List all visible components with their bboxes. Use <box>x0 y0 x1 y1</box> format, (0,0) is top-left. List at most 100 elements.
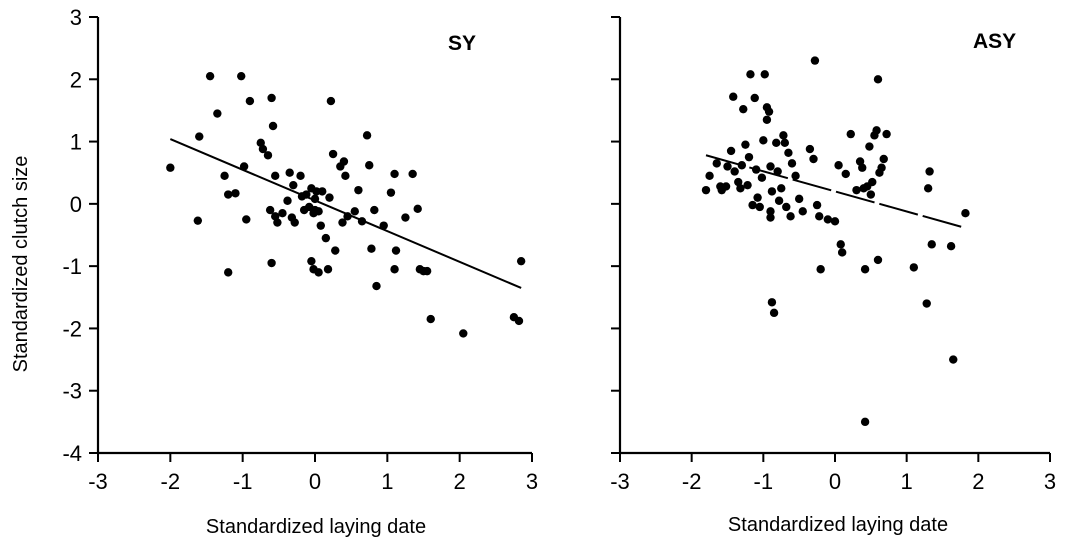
panel-sy: Standardized clutch size SY Standardized… <box>10 5 538 538</box>
data-point <box>923 184 933 193</box>
data-point <box>290 218 299 227</box>
data-point <box>751 165 761 174</box>
data-point <box>224 268 233 277</box>
data-point <box>341 171 350 181</box>
data-point <box>314 268 323 277</box>
data-point <box>310 194 320 204</box>
data-point <box>239 162 249 171</box>
x-tick-label: -2 <box>682 469 702 494</box>
data-point <box>739 104 748 114</box>
data-point <box>271 171 280 181</box>
data-point <box>782 202 791 212</box>
data-point <box>841 169 850 179</box>
y-tick-label: 1 <box>70 130 82 155</box>
data-point <box>712 159 721 168</box>
axes: -3 -2 -1 0 1 2 3 <box>610 16 1056 494</box>
x-tick-label: 3 <box>526 469 538 494</box>
x-tick-label: -3 <box>88 469 108 494</box>
data-point <box>245 96 255 106</box>
data-point <box>858 163 867 172</box>
data-point <box>791 171 800 181</box>
panel-label-sy: SY <box>448 32 476 55</box>
data-point <box>267 93 276 103</box>
data-point <box>769 308 779 318</box>
data-point <box>786 212 795 221</box>
data-point <box>757 173 767 182</box>
data-point <box>787 159 797 168</box>
data-point <box>362 131 372 140</box>
data-point <box>766 162 775 171</box>
data-point <box>784 148 793 157</box>
data-point <box>744 152 754 162</box>
data-point <box>267 258 276 268</box>
data-point <box>459 329 468 338</box>
data-point <box>408 169 417 179</box>
data-point <box>873 255 883 265</box>
data-point <box>514 316 524 326</box>
data-point <box>860 417 870 427</box>
y-tick-label: 0 <box>70 192 82 217</box>
data-point <box>516 256 526 266</box>
data-point <box>354 185 363 195</box>
y-tick-label: -2 <box>62 316 82 341</box>
data-point <box>205 71 215 81</box>
data-point <box>837 248 847 257</box>
y-tick-label: -1 <box>62 254 82 279</box>
data-point <box>220 171 229 181</box>
data-point <box>846 129 855 139</box>
data-point <box>328 149 338 159</box>
data-point <box>278 209 287 218</box>
data-point <box>805 144 815 154</box>
data-point <box>737 161 747 170</box>
x-tick-label: -1 <box>233 469 253 494</box>
data-point <box>865 142 874 151</box>
data-point <box>265 205 275 215</box>
data-points <box>166 71 526 338</box>
data-point <box>879 154 888 164</box>
data-point <box>289 180 298 190</box>
data-point <box>741 140 750 149</box>
data-point <box>268 121 278 131</box>
data-point <box>318 187 327 196</box>
data-point <box>701 185 711 195</box>
data-point <box>343 212 352 221</box>
data-point <box>723 162 732 171</box>
panel-label-asy: ASY <box>973 30 1016 53</box>
data-point <box>868 177 877 187</box>
data-point <box>836 240 845 249</box>
data-point <box>830 217 840 226</box>
data-point <box>812 200 822 210</box>
data-point <box>401 213 410 222</box>
data-point <box>296 171 305 181</box>
data-point <box>321 233 331 243</box>
data-point <box>760 70 769 79</box>
data-point <box>873 75 883 84</box>
data-point <box>422 266 432 276</box>
data-point <box>193 216 203 225</box>
data-point <box>237 71 246 81</box>
data-point <box>922 299 931 308</box>
data-point <box>323 265 333 274</box>
x-axis-title-asy: Standardized laying date <box>728 514 948 536</box>
data-point <box>307 256 316 266</box>
data-point <box>273 218 282 227</box>
data-point <box>779 131 788 140</box>
data-point <box>759 136 768 145</box>
data-point <box>302 190 311 199</box>
y-tick-label: -4 <box>62 441 82 466</box>
data-point <box>877 163 886 172</box>
x-tick-label: 3 <box>1044 469 1056 494</box>
data-point <box>350 207 359 216</box>
x-tick-label: 0 <box>309 469 321 494</box>
data-point <box>705 171 714 181</box>
data-point <box>816 265 825 274</box>
data-point <box>367 244 376 253</box>
data-point <box>927 240 936 249</box>
data-point <box>370 205 379 215</box>
data-point <box>310 205 320 215</box>
y-tick-label: -3 <box>62 379 82 404</box>
data-point <box>946 242 956 251</box>
data-point <box>815 212 824 221</box>
data-point <box>729 92 738 101</box>
data-point <box>338 218 347 227</box>
